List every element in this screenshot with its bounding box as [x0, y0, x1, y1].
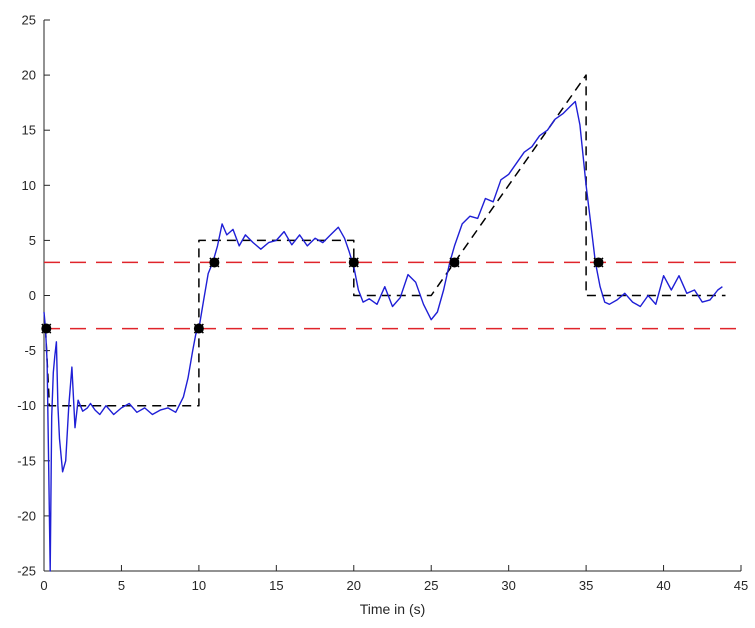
label-layer: Time in (s): [360, 601, 426, 617]
marker-point: [593, 257, 604, 268]
x-tick-label: 25: [424, 578, 438, 593]
marker-point: [348, 257, 359, 268]
marker-point: [41, 323, 52, 334]
y-tick-label: -25: [17, 564, 36, 579]
x-tick-label: 45: [734, 578, 748, 593]
x-tick-label: 5: [118, 578, 125, 593]
series-line-1: [44, 74, 726, 407]
plot-area: [43, 74, 741, 572]
y-tick-label: -15: [17, 453, 36, 468]
y-tick-label: 5: [29, 233, 36, 248]
axes: -25 -20 -15 -10 -5 0 5 10 15 20 25 0 5 10 15 20 25 30 35 40…: [17, 13, 748, 594]
y-tick-label: 15: [22, 123, 36, 138]
y-tick-label: -5: [24, 343, 36, 358]
marker-point: [193, 323, 204, 334]
y-tick-label: 25: [22, 13, 36, 28]
y-tick-label: -10: [17, 398, 36, 413]
y-tick-label: 0: [29, 288, 36, 303]
y-tick-label: -20: [17, 508, 36, 523]
marker-point: [449, 257, 460, 268]
marker-layer: [41, 257, 604, 334]
x-tick-label: 35: [579, 578, 593, 593]
marker-point: [209, 257, 220, 268]
x-tick-label: 30: [501, 578, 515, 593]
x-tick-label: 40: [656, 578, 670, 593]
x-tick-label: 15: [269, 578, 283, 593]
x-tick-label: 10: [192, 578, 206, 593]
y-tick-label: 10: [22, 178, 36, 193]
x-tick-label: 20: [347, 578, 361, 593]
series-line-2: [43, 100, 723, 572]
x-axis-label: Time in (s): [360, 601, 426, 617]
x-tick-label: 0: [40, 578, 47, 593]
y-tick-label: 20: [22, 68, 36, 83]
